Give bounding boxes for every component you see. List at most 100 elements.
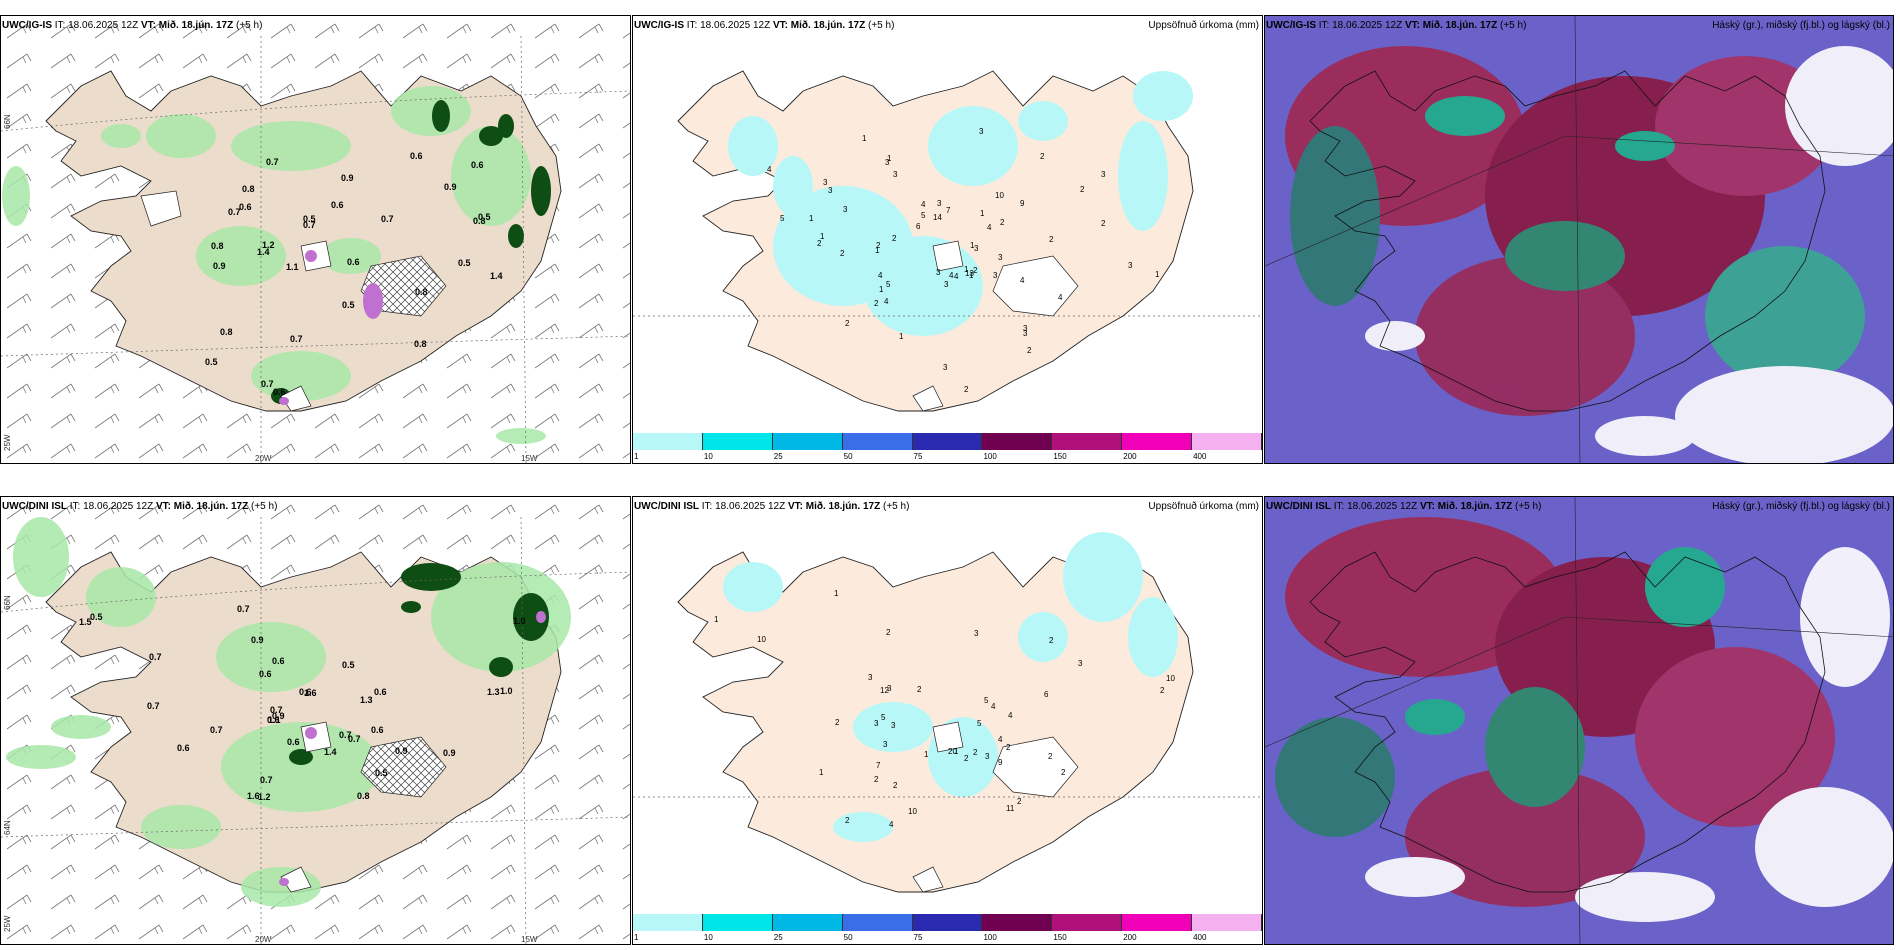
colorbar-tick: 200 (1123, 452, 1137, 461)
precip-value: 0.7 (270, 705, 283, 715)
precip-value: 0.7 (228, 207, 241, 217)
precip-value: 2 (917, 685, 922, 694)
precip-value: 1 (875, 246, 880, 255)
precip-value: 1 (970, 241, 975, 250)
precip-value: 0.5 (205, 357, 218, 367)
precip-value: 0.7 (237, 604, 250, 614)
precip-value: 3 (823, 178, 828, 187)
precip-value: 4 (1058, 293, 1063, 302)
colorbar-tick: 25 (773, 452, 783, 461)
colorbar-swatch (772, 914, 843, 931)
precip-value: 4 (949, 271, 954, 280)
precip-value: 2 (1101, 219, 1106, 228)
lat-label: 25W (3, 915, 12, 932)
precip-value: 0.8 (415, 287, 428, 297)
accum-precip-map: 3331223422513214633233134321214105741191… (633, 70, 1262, 412)
colorbar-swatch (842, 914, 913, 931)
precip-value: 3 (998, 253, 1003, 262)
precip-value: 2 (1000, 218, 1005, 227)
precip-value: 7 (876, 761, 881, 770)
precip-value: 1 (879, 285, 884, 294)
precip-value: 0.9 (341, 173, 354, 183)
precip-value: 0.5 (478, 212, 491, 222)
panel-title: UWC/DINI ISL IT: 18.06.2025 12Z VT: Mið.… (634, 501, 910, 512)
colorbar-tick: 400 (1193, 933, 1207, 942)
precip-value: 0.5 (342, 660, 355, 670)
precip-value: 1.0 (513, 616, 526, 626)
precip-labels: 0.70.70.50.61.01.30.90.50.81.20.70.90.70… (79, 604, 526, 802)
precip-value: 3 (828, 186, 833, 195)
precip-value: 2 (874, 775, 879, 784)
accum-precip-map: 1122342122431512410252610209111072323532… (633, 532, 1262, 893)
precip-value: 2 (845, 816, 850, 825)
precip-value: 3 (843, 205, 848, 214)
precip-value: 0.8 (357, 791, 370, 801)
precip-value: 2 (1160, 686, 1165, 695)
precip-labels: 3331223422513214633233134321214105741191… (767, 127, 1160, 394)
cloud-title: Háský (gr.), miðský (fj.bl.) og lágský (… (1712, 501, 1890, 512)
precip-value: 2 (893, 781, 898, 790)
colorbar-tick: 10 (703, 933, 713, 942)
precip-value: 1.4 (490, 271, 503, 281)
colorbar-tick: 10 (703, 452, 713, 461)
precip-value: 0.9 (443, 748, 456, 758)
colorbar-swatch (912, 914, 983, 931)
precip-value: 0.6 (410, 151, 423, 161)
colorbar-swatch (702, 433, 773, 450)
precip-value: 4 (998, 735, 1003, 744)
precip-value: 0.6 (239, 202, 252, 212)
precip-value: 1 (714, 615, 719, 624)
precip-value: 0.6 (267, 715, 280, 725)
precip-value: 0.5 (342, 300, 355, 310)
lon-label: 15W (521, 454, 538, 463)
precip-value: 2 (874, 299, 879, 308)
precip-value: 2 (886, 628, 891, 637)
precip-value: 1 (954, 747, 959, 756)
precip-value: 0.7 (348, 734, 361, 744)
precip-value: 11 (1006, 804, 1015, 813)
precip-value: 1.1 (286, 262, 299, 272)
precip-value: 4 (921, 200, 926, 209)
precip-value: 2 (892, 234, 897, 243)
colorbar-swatch (702, 914, 773, 931)
precip-value: 1.5 (79, 617, 92, 627)
precip-value: 2 (973, 266, 978, 275)
precip-value: 4 (884, 297, 889, 306)
precip-value: 2 (835, 718, 840, 727)
precip-value: 10 (1166, 674, 1175, 683)
precip-value: 3 (985, 752, 990, 761)
precip-value: 14 (933, 213, 942, 222)
precip-value: 2 (840, 249, 845, 258)
precip-value: 1.0 (500, 686, 513, 696)
precip-value: 3 (885, 158, 890, 167)
precip-value: 0.8 (220, 327, 233, 337)
panel-bottom-cloud: UWC/DINI ISL IT: 18.06.2025 12Z VT: Mið.… (1264, 496, 1894, 945)
precip-value: 0.5 (458, 258, 471, 268)
precip-value: 1 (1155, 270, 1160, 279)
precip-value: 0.8 (211, 241, 224, 251)
precip-value: 4 (991, 702, 996, 711)
precip-value: 3 (874, 719, 879, 728)
colorbar-swatch (633, 433, 703, 450)
precip-value: 1 (862, 134, 867, 143)
precip-value: 3 (936, 268, 941, 277)
precip-value: 0.9 (251, 635, 264, 645)
wind-precip-map: 0.70.70.50.61.01.30.90.50.81.20.70.90.70… (1, 497, 630, 944)
precip-title: Uppsöfnuð úrkoma (mm) (1148, 501, 1259, 512)
precip-value: 4 (987, 223, 992, 232)
precip-value: 4 (878, 271, 883, 280)
colorbar-tick: 75 (913, 933, 923, 942)
precip-value: 3 (1101, 170, 1106, 179)
colorbar-swatch (1192, 914, 1262, 931)
colorbar-swatch (1052, 433, 1123, 450)
precip-value: 3 (891, 721, 896, 730)
precip-value: 1 (980, 209, 985, 218)
precip-value: 1 (820, 232, 825, 241)
precip-value: 1.4 (324, 747, 337, 757)
panel-title: UWC/IG-IS IT: 18.06.2025 12Z VT: Mið. 18… (2, 20, 263, 31)
precip-value: 5 (921, 211, 926, 220)
wind-precip-map: 0.70.70.90.60.90.50.51.10.50.70.70.51.40… (1, 16, 630, 463)
precip-value: 3 (893, 170, 898, 179)
precip-value: 0.6 (471, 160, 484, 170)
precip-value: 20 (948, 747, 957, 756)
